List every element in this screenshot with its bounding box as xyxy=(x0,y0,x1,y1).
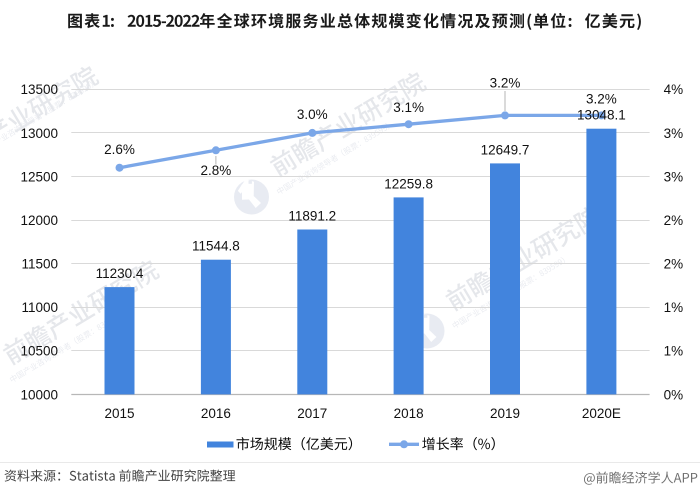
svg-text:10000: 10000 xyxy=(20,387,58,402)
svg-text:2020E: 2020E xyxy=(582,406,621,421)
svg-text:11544.8: 11544.8 xyxy=(192,239,240,254)
svg-text:2%: 2% xyxy=(664,213,684,228)
svg-text:2015: 2015 xyxy=(104,406,134,421)
svg-text:12649.7: 12649.7 xyxy=(481,142,530,157)
svg-text:1%: 1% xyxy=(664,300,684,315)
svg-text:1%: 1% xyxy=(664,344,684,359)
svg-text:13000: 13000 xyxy=(20,126,58,141)
svg-text:0%: 0% xyxy=(664,387,684,402)
svg-text:2019: 2019 xyxy=(490,406,520,421)
svg-text:3.0%: 3.0% xyxy=(297,107,328,122)
svg-text:3.2%: 3.2% xyxy=(586,92,617,107)
svg-text:11891.2: 11891.2 xyxy=(288,209,336,224)
svg-text:10500: 10500 xyxy=(20,344,58,359)
svg-text:3.2%: 3.2% xyxy=(490,76,521,91)
svg-text:2016: 2016 xyxy=(201,406,231,421)
svg-text:2017: 2017 xyxy=(297,406,327,421)
svg-text:3%: 3% xyxy=(664,126,684,141)
svg-text:12500: 12500 xyxy=(20,169,58,184)
svg-text:3.1%: 3.1% xyxy=(393,100,424,115)
svg-text:2018: 2018 xyxy=(394,406,424,421)
svg-text:2.6%: 2.6% xyxy=(104,142,135,157)
svg-text:11230.4: 11230.4 xyxy=(96,266,144,281)
svg-text:4%: 4% xyxy=(664,82,684,97)
svg-text:12259.8: 12259.8 xyxy=(384,176,433,191)
svg-text:12000: 12000 xyxy=(20,213,58,228)
svg-text:11500: 11500 xyxy=(21,257,58,272)
svg-text:2%: 2% xyxy=(664,257,684,272)
svg-text:3%: 3% xyxy=(664,169,684,184)
svg-text:2.8%: 2.8% xyxy=(201,163,232,178)
svg-text:13048.1: 13048.1 xyxy=(577,108,626,123)
svg-text:13500: 13500 xyxy=(20,82,58,97)
svg-text:11000: 11000 xyxy=(21,300,58,315)
